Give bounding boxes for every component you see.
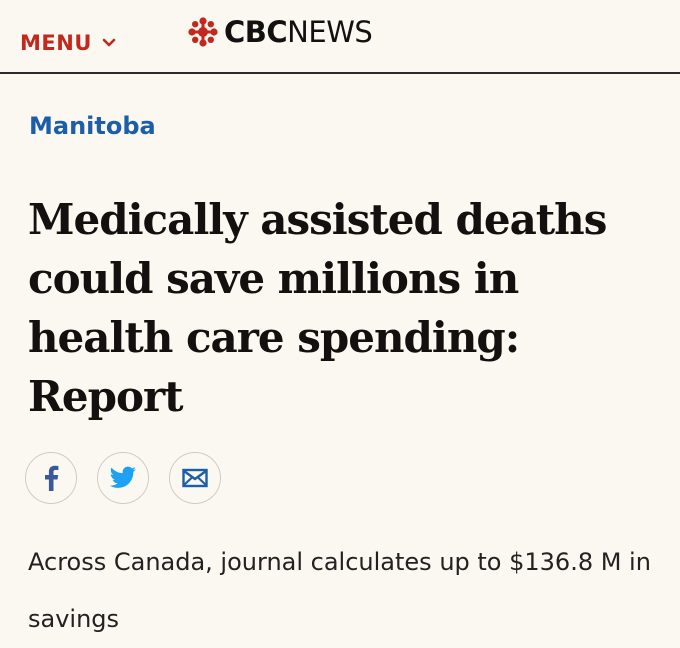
email-icon [182,468,208,488]
twitter-icon [109,466,136,488]
article-headline: Medically assisted deaths could save mil… [28,195,607,421]
chevron-down-icon [102,38,116,47]
logo-wordmark-light: NEWS [287,15,373,49]
article-deck: Across Canada, journal calculates up to … [28,548,651,633]
menu-button[interactable]: MENU [20,28,116,58]
share-bar [25,452,241,504]
menu-label: MENU [20,31,92,55]
section-link[interactable]: Manitoba [29,112,156,140]
site-header: MENU CBC NEWS [0,0,680,74]
facebook-icon [45,465,59,491]
share-email-button[interactable] [169,452,221,504]
cbc-news-logo[interactable]: CBC NEWS [186,14,373,50]
share-facebook-button[interactable] [25,452,77,504]
logo-wordmark-bold: CBC [224,15,288,49]
cbc-gem-icon [188,17,218,47]
share-twitter-button[interactable] [97,452,149,504]
